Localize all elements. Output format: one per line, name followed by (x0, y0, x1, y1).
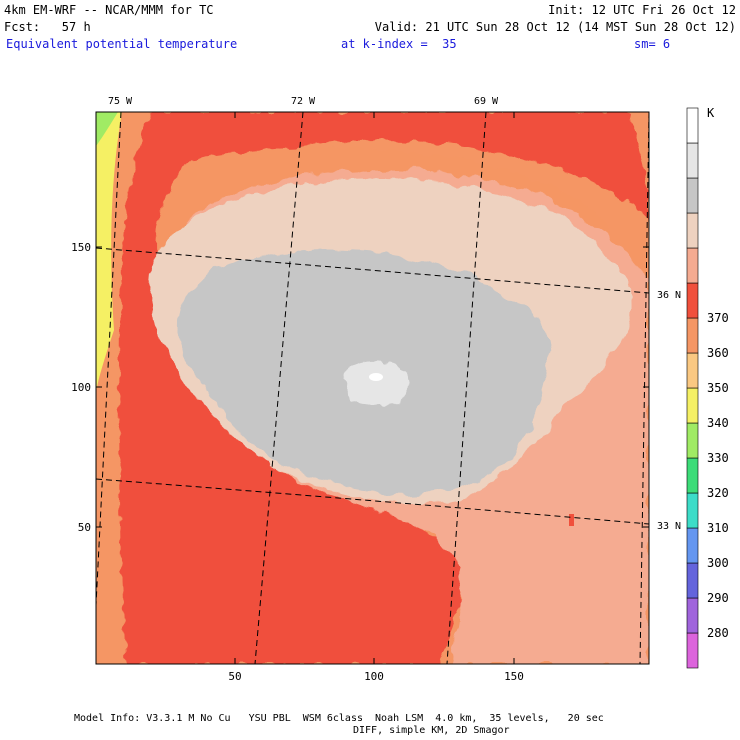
band-340-outer (119, 112, 649, 664)
y-tick-150: 150 (71, 241, 91, 254)
colorbar-swatch (686, 527, 699, 564)
colorbar-swatch (686, 247, 699, 284)
colorbar-swatch (686, 562, 699, 599)
colorbar-label: 290 (707, 591, 729, 605)
graticule (96, 112, 649, 664)
colorbar-label: 340 (707, 416, 729, 430)
colorbar-label: 320 (707, 486, 729, 500)
band-340-spot (569, 514, 574, 526)
lat-label-33n: 33 N (657, 521, 681, 532)
meridian-75w (96, 112, 122, 615)
forecast-hour: Fcst: 57 h (4, 20, 91, 34)
init-time: Init: 12 UTC Fri 26 Oct 12 (548, 3, 736, 17)
colorbar-label: 310 (707, 521, 729, 535)
y-tick-100: 100 (71, 381, 91, 394)
band-330-inner-ring (157, 147, 608, 280)
band-320-west (96, 112, 122, 392)
colorbar-label: 330 (707, 451, 729, 465)
colorbar-swatch (686, 142, 699, 179)
meridian-66w (639, 112, 649, 664)
colorbar-swatch (686, 282, 699, 319)
colorbar-swatch (686, 177, 699, 214)
colorbar-swatch (686, 387, 699, 424)
x-tick-50: 50 (228, 670, 241, 683)
lon-label-75w: 75 W (108, 96, 133, 107)
model-title: 4km EM-WRF -- NCAR/MMM for TC (4, 3, 214, 17)
x-tick-100: 100 (364, 670, 384, 683)
plot-frame (95, 111, 650, 665)
x-tick-150: 150 (504, 670, 524, 683)
colorbar-swatch (686, 492, 699, 529)
colorbar-swatch (686, 317, 699, 354)
colorbar-label: 350 (707, 381, 729, 395)
footer-diffusion-info: DIFF, simple KM, 2D Smagor (353, 725, 510, 736)
valid-time: Valid: 21 UTC Sun 28 Oct 12 (14 MST Sun … (374, 20, 736, 34)
meridian-72w (254, 112, 304, 664)
colorbar-swatch (686, 212, 699, 249)
colorbar-unit: K (707, 106, 715, 120)
colorbar-swatch (686, 457, 699, 494)
colorbar-label: 280 (707, 626, 729, 640)
field-name: Equivalent potential temperature (6, 37, 238, 51)
colorbar-swatch (686, 632, 699, 669)
level-info: at k-index = 35 (341, 37, 457, 51)
colorbar-label: 370 (707, 311, 729, 325)
smoothing-info: sm= 6 (634, 37, 671, 51)
colorbar-swatch (686, 352, 699, 389)
colorbar-label: 300 (707, 556, 729, 570)
lat-label-36n: 36 N (657, 290, 681, 301)
y-tick-50: 50 (78, 521, 91, 534)
lon-label-72w: 72 W (291, 96, 316, 107)
colorbar: K 280 290 300 310 320 330 340 350 360 370 (686, 106, 729, 669)
band-370 (342, 361, 409, 407)
lon-label-69w: 69 W (474, 96, 499, 107)
meridian-69w (446, 112, 487, 664)
footer-model-info: Model Info: V3.3.1 M No Cu YSU PBL WSM 6… (74, 713, 604, 724)
band-310-corner (96, 112, 118, 146)
colorbar-swatch (686, 597, 699, 634)
axis-ticks (96, 112, 649, 664)
theta-e-field (96, 112, 649, 664)
colorbar-swatch (686, 107, 699, 144)
colorbar-label: 360 (707, 346, 729, 360)
band-380 (369, 373, 383, 381)
colorbar-swatch (686, 422, 699, 459)
